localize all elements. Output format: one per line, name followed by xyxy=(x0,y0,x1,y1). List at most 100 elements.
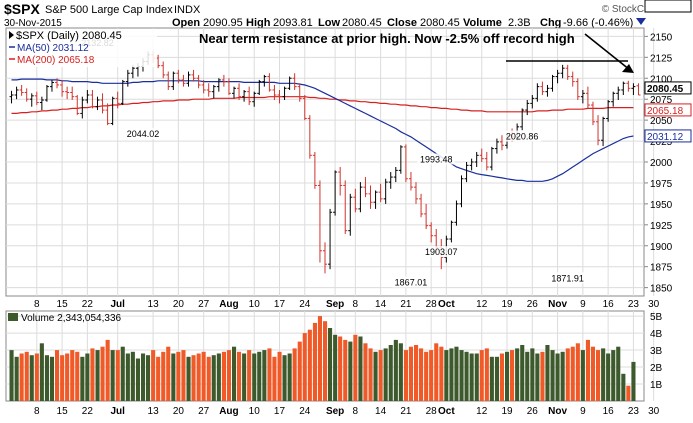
ohlc-bar xyxy=(479,148,484,162)
volume-bar xyxy=(378,350,383,401)
volume-bar xyxy=(606,353,611,401)
volume-bar xyxy=(267,348,272,401)
ohlc-bar xyxy=(424,203,429,229)
x-tick-label: 17 xyxy=(274,406,286,417)
x-tick-label: 19 xyxy=(501,299,513,310)
y-tick-label: 2150 xyxy=(650,32,673,43)
volume-bar xyxy=(464,351,469,401)
y-tick-label: 2075 xyxy=(650,95,673,106)
ohlc-bar xyxy=(44,84,49,102)
volume-bar xyxy=(343,339,348,401)
volume-bar xyxy=(494,356,499,401)
low-value: 2080.45 xyxy=(342,17,382,29)
ohlc-bar xyxy=(429,222,434,243)
ohlc-bar xyxy=(499,135,504,151)
ohlc-bar xyxy=(540,81,545,95)
volume-bar xyxy=(414,345,419,401)
ohlc-bar xyxy=(181,74,186,87)
callout-label: 2020.86 xyxy=(506,132,539,142)
volume-bar xyxy=(403,350,408,401)
y-tick-label: 2125 xyxy=(650,53,673,64)
volume-bar xyxy=(333,334,338,401)
volume-bar xyxy=(358,336,363,401)
price-callout: 1903.07 xyxy=(422,246,461,258)
ohlc-bar xyxy=(535,83,540,102)
x-tick-label: Aug xyxy=(219,299,238,310)
ohlc-bar xyxy=(343,180,348,235)
ohlc-bar xyxy=(323,242,327,274)
volume-bar xyxy=(580,350,585,401)
ohlc-bar xyxy=(338,167,343,196)
high-value: 2093.81 xyxy=(273,17,313,29)
ma50-layer xyxy=(11,78,634,182)
x-tick-label: Nov xyxy=(548,299,567,310)
volume-bar xyxy=(489,356,494,401)
volume-bar xyxy=(80,356,85,401)
x-tick-label: 15 xyxy=(57,406,69,417)
volume-bar xyxy=(135,358,140,401)
volume-y-axis: 5B 4B 3B 2B 1B xyxy=(650,312,663,391)
volume-bar xyxy=(70,350,75,401)
ohlc-bar xyxy=(130,64,135,79)
chg-label: Chg xyxy=(540,17,561,29)
chg-value: -9.66 (-0.46%) xyxy=(563,17,633,29)
x-axis-price: 8 15 22 Jul 13 20 27 Aug 10 17 24 Sep 8 14 21 28 Oct 12 19… xyxy=(34,299,660,310)
value-tag-box xyxy=(644,81,692,95)
ohlc-bar xyxy=(29,93,34,107)
x-tick-label: Sep xyxy=(326,299,344,310)
volume-bar xyxy=(221,351,226,401)
ohlc-bar xyxy=(216,78,221,92)
ohlc-bar xyxy=(601,116,606,147)
volume-bar xyxy=(181,350,186,401)
volume-bar xyxy=(424,351,429,401)
x-tick-label: 20 xyxy=(173,299,185,310)
ohlc-bar xyxy=(520,108,525,131)
chart-header: $SPX S&P 500 Large Cap Index INDX 30-Nov… xyxy=(4,1,688,29)
volume-bar xyxy=(505,351,510,401)
x-tick-label: 30 xyxy=(648,299,660,310)
x-tick-label: 28 xyxy=(426,406,438,417)
down-arrow-icon xyxy=(636,18,646,25)
callout-label: 1903.07 xyxy=(425,247,458,257)
ohlc-bar xyxy=(419,193,424,218)
x-tick-label: 14 xyxy=(375,299,387,310)
ohlc-bar xyxy=(580,89,585,104)
y-tick-label: 1950 xyxy=(650,200,673,211)
volume-bar xyxy=(434,343,439,401)
volume-bar xyxy=(151,350,156,401)
volume-bar xyxy=(287,353,292,401)
exchange: INDX xyxy=(174,4,201,16)
x-tick-label: 30 xyxy=(648,406,660,417)
volume-bar xyxy=(510,350,515,401)
volume-bar xyxy=(201,351,206,401)
volume-bar xyxy=(100,346,105,401)
price-legend: $SPX (Daily) 2080.45 MA(50) 2031.12 MA(2… xyxy=(7,29,157,67)
volume-bar xyxy=(590,346,595,401)
volume-bar xyxy=(166,346,171,401)
volume-bar xyxy=(388,345,393,401)
volume-bar xyxy=(24,351,29,401)
ohlc-bar xyxy=(272,84,277,101)
volume-bar xyxy=(545,345,550,401)
x-tick-label: 8 xyxy=(34,299,40,310)
volume-tag-label: 2343054 xyxy=(647,0,686,3)
volume-bar xyxy=(317,316,322,401)
x-tick-label: 10 xyxy=(249,299,261,310)
volume-bar xyxy=(282,355,287,401)
ma50-line xyxy=(11,78,634,182)
volume-bar xyxy=(444,350,449,401)
volume-value-tag: 2343054 xyxy=(644,0,692,13)
x-tick-label: 8 xyxy=(353,299,359,310)
volume-bar xyxy=(348,341,353,401)
ohlc-bar xyxy=(611,91,616,107)
volume-bar xyxy=(621,373,626,401)
volume-tag-box xyxy=(644,0,692,13)
ohlc-bar xyxy=(575,78,580,101)
ohlc-bar xyxy=(282,86,287,101)
volume-bar xyxy=(75,351,80,401)
ohlc-bar xyxy=(393,167,398,183)
x-tick-label: 27 xyxy=(198,406,210,417)
callout-background xyxy=(417,153,456,165)
volume-bar xyxy=(575,343,580,401)
volume-bar xyxy=(272,356,277,401)
